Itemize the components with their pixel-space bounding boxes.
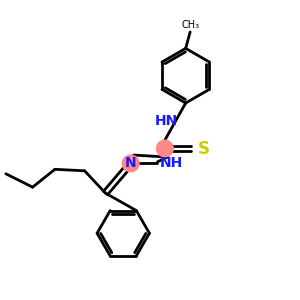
Text: S: S: [198, 140, 210, 158]
Circle shape: [122, 155, 139, 172]
Text: CH₃: CH₃: [181, 20, 199, 30]
Text: N: N: [125, 156, 136, 170]
Text: NH: NH: [160, 156, 183, 170]
Text: HN: HN: [155, 114, 178, 128]
Circle shape: [157, 140, 173, 157]
